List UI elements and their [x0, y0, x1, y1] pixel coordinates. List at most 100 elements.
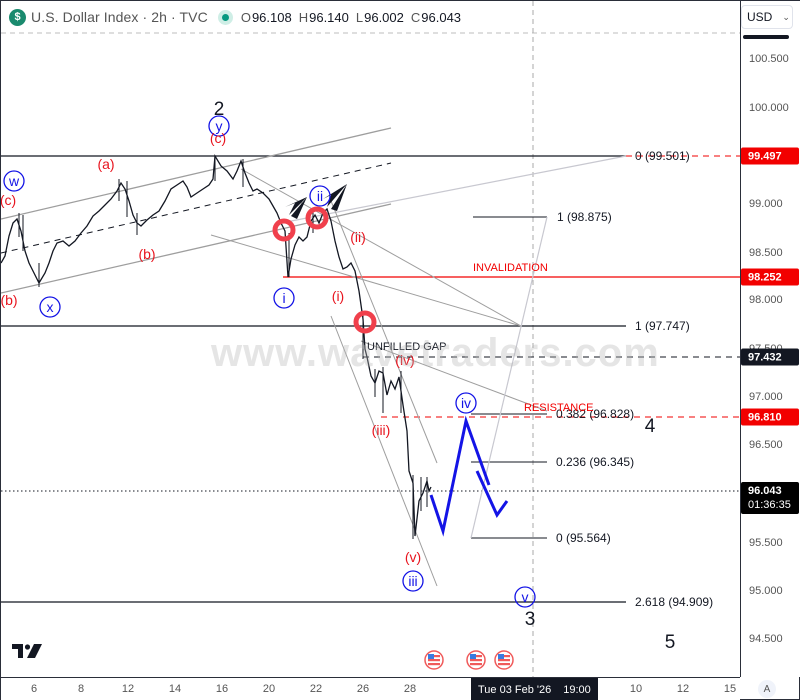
wave-3-label: 3: [525, 609, 536, 630]
price-tick: 100.000: [749, 102, 789, 114]
crosshair-time: 19:00: [563, 683, 591, 696]
projection-path[interactable]: [429, 415, 491, 537]
price-tick: 94.500: [749, 633, 783, 645]
crosshair-date: Tue 03 Feb '26: [478, 683, 552, 696]
wave-sub-i-label: (i): [332, 288, 344, 304]
watermark: www.wavetraders.com: [211, 331, 660, 375]
fib-0-top-label: 0 (99.501): [635, 149, 690, 163]
wave-sub-iii-label: (iii): [372, 422, 391, 438]
wedge-lower[interactable]: [330, 315, 438, 587]
price-label-97432: 97.432: [741, 348, 799, 366]
ohlc-high: H96.140: [299, 10, 349, 25]
price-axis[interactable]: 100.500 100.000 99.000 98.500 98.000 97.…: [740, 1, 800, 677]
time-tick: 8: [77, 683, 85, 695]
gap-circle: [353, 310, 377, 334]
fib-2618-label: 2.618 (94.909): [635, 595, 713, 609]
wave-sub-ii-label: (ii): [350, 229, 366, 245]
price-label-98252: 98.252: [741, 268, 799, 286]
channel-lower[interactable]: [1, 203, 392, 294]
wave-sub-v-label: (v): [405, 549, 421, 565]
ohlc-open: O96.108: [241, 10, 292, 25]
wave-iv-label: iv: [461, 395, 471, 411]
currency-selector[interactable]: USD ⌄: [741, 5, 793, 29]
price-tick: 96.500: [749, 439, 783, 451]
time-tick: 16: [215, 683, 229, 695]
low-key: L: [355, 9, 364, 25]
highlight-circles: [272, 206, 377, 334]
symbol-title[interactable]: U.S. Dollar Index · 2h · TVC: [31, 9, 208, 25]
wave-b-left-label: (b): [1, 292, 18, 308]
resistance-trend[interactable]: [360, 340, 548, 412]
wave-5-label: 5: [665, 632, 676, 653]
wave-c-top-label: (c): [210, 130, 226, 146]
wave-v-label: v: [522, 589, 529, 605]
currency-value: USD: [747, 10, 773, 24]
high-key: H: [298, 9, 309, 25]
price-series[interactable]: [1, 153, 432, 537]
us-flag-event-icon-1[interactable]: [424, 650, 444, 670]
chart-header: $ U.S. Dollar Index · 2h · TVC O96.108 H…: [1, 1, 739, 33]
wave-a-label: (a): [97, 156, 114, 172]
retest-circle-2: [305, 206, 329, 230]
fib-1-b-label: 1 (97.747): [635, 319, 690, 333]
close-key: C: [410, 9, 421, 25]
auto-scale-button[interactable]: A: [758, 680, 776, 698]
time-tick: 12: [121, 683, 135, 695]
price-label-99497: 99.497: [741, 147, 799, 165]
wave-iii-label: iii: [408, 573, 417, 589]
down-channel-upper[interactable]: [210, 234, 522, 327]
unfilled-gap-label: UNFILLED GAP: [367, 341, 446, 353]
wave-x-label: x: [47, 299, 54, 315]
wave-b-mid-label: (b): [138, 246, 155, 262]
price-tick: 95.000: [749, 585, 783, 597]
wave-i-label: i: [282, 290, 285, 306]
wave-c-left-label: (c): [1, 192, 16, 208]
price-tick: 98.000: [749, 294, 783, 306]
price-tick: 95.500: [749, 537, 783, 549]
trend-line-light[interactable]: [280, 155, 627, 224]
economic-event-icons[interactable]: [424, 650, 514, 670]
channel-upper[interactable]: [1, 127, 392, 220]
time-tick: 28: [403, 683, 417, 695]
current-price-value: 96.043: [748, 485, 782, 497]
time-tick: 6: [30, 683, 38, 695]
arrow-icon-2: [323, 184, 347, 211]
price-axis-top-bar: [743, 35, 789, 39]
time-tick: 15: [723, 683, 737, 695]
wave-w-label: w: [8, 173, 20, 189]
price-tick: 100.500: [749, 53, 789, 65]
time-tick: 14: [168, 683, 182, 695]
wave-2-label: 2: [214, 99, 225, 120]
wave-4-label: 4: [645, 416, 656, 437]
down-channel-lower[interactable]: [240, 168, 522, 327]
high-value: 96.140: [309, 9, 349, 25]
price-chart-canvas[interactable]: y w x i ii iii iv v (c) (c) (a) (b) (b) …: [1, 1, 740, 677]
time-tick: 26: [356, 683, 370, 695]
time-tick: 10: [629, 683, 643, 695]
open-key: O: [240, 9, 251, 25]
wave-circles: [3, 115, 536, 608]
fib-1-a-label: 1 (98.875): [557, 210, 612, 224]
ohlc-low: L96.002: [356, 10, 404, 25]
price-tick: 98.500: [749, 247, 783, 259]
wave-y-label: y: [216, 118, 223, 134]
time-tick: 22: [309, 683, 323, 695]
symbol-currency-icon: $: [9, 8, 26, 26]
tradingview-logo-icon[interactable]: [12, 643, 42, 659]
time-axis[interactable]: 6 8 12 14 16 20 22 26 28 10 12 15 Tue 03…: [1, 677, 740, 700]
close-value: 96.043: [421, 9, 462, 25]
bar-countdown: 01:36:35: [748, 499, 791, 511]
channel-mid[interactable]: [1, 162, 392, 254]
us-flag-event-icon-2[interactable]: [466, 650, 486, 670]
price-tick: 99.000: [749, 198, 783, 210]
us-flag-event-icon-3[interactable]: [494, 650, 514, 670]
resistance-label: RESISTANCE: [524, 402, 593, 414]
fib-236-label: 0.236 (96.345): [556, 455, 634, 469]
fib-382-label: 0.382 (96.828): [556, 407, 634, 421]
chevron-down-icon: ⌄: [782, 11, 790, 22]
market-open-status-icon: [217, 9, 233, 25]
time-tick: 20: [262, 683, 276, 695]
wedge-upper[interactable]: [330, 200, 438, 464]
crosshair-time-label: Tue 03 Feb '26 19:00: [471, 678, 598, 700]
